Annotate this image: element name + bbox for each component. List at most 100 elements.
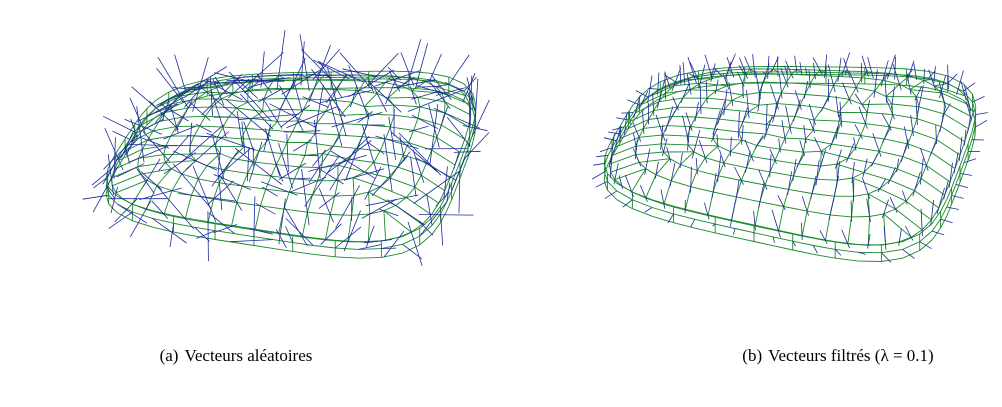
- normal-vector: [665, 73, 666, 99]
- normal-vector: [741, 107, 747, 126]
- mesh-edge: [712, 73, 732, 75]
- mesh-ring: [885, 68, 906, 69]
- mesh-edge: [670, 159, 681, 165]
- normal-vector: [103, 116, 135, 132]
- mesh-edge: [862, 104, 892, 105]
- mesh-edge: [271, 165, 276, 177]
- normal-vector: [293, 140, 312, 151]
- mesh-edge: [303, 110, 326, 111]
- mesh-edge: [241, 139, 268, 140]
- mesh-edge: [610, 155, 636, 165]
- mesh-ring: [215, 240, 235, 243]
- normal-vector: [321, 224, 342, 245]
- mesh-edge: [200, 116, 206, 126]
- mesh-edge: [732, 95, 743, 100]
- normal-vector: [770, 85, 778, 110]
- normal-vector: [261, 51, 264, 87]
- mesh-edge: [749, 105, 759, 112]
- normal-vector: [454, 151, 481, 152]
- mesh-ring: [881, 258, 902, 261]
- mesh-edge: [374, 163, 398, 168]
- mesh-edge: [353, 178, 354, 196]
- mesh-edge: [308, 143, 334, 147]
- mesh-edge: [353, 178, 380, 187]
- mesh-edge: [656, 175, 671, 181]
- mesh-ring: [632, 200, 652, 208]
- mesh-edge: [716, 86, 728, 91]
- mesh-edge: [664, 204, 685, 210]
- normal-vector: [430, 54, 442, 81]
- normal-vector: [814, 137, 823, 155]
- mesh-edge: [796, 70, 820, 71]
- mesh-edge: [364, 105, 393, 107]
- normal-vector: [800, 62, 802, 75]
- figure-page: (a)Vecteurs aléatoires (b)Vecteurs filtr…: [0, 0, 1002, 407]
- mesh-edge: [691, 171, 697, 187]
- normal-vector: [309, 135, 340, 182]
- normal-vector: [593, 163, 605, 165]
- mesh-edge: [242, 173, 247, 186]
- mesh-edge: [830, 215, 851, 217]
- mesh-ring: [754, 242, 773, 246]
- mesh-edge: [934, 84, 948, 86]
- mesh-edge: [656, 159, 670, 175]
- normal-vector: [302, 169, 310, 225]
- mesh-edge: [255, 206, 260, 230]
- mesh-edge: [880, 189, 906, 201]
- mesh-edge: [777, 104, 800, 106]
- mesh-edge: [313, 195, 335, 196]
- mesh-edge: [388, 97, 418, 98]
- mesh-edge: [725, 109, 749, 111]
- mesh-edge: [707, 98, 732, 100]
- mesh-edge: [266, 176, 271, 189]
- mesh-ring: [735, 229, 754, 233]
- mesh-edge: [354, 192, 369, 195]
- mesh-ring: [335, 257, 358, 258]
- normal-vector: [920, 242, 932, 249]
- normal-vector: [718, 156, 721, 182]
- mesh-edge: [415, 175, 422, 187]
- mesh-edge: [817, 179, 838, 180]
- normal-vector: [413, 150, 424, 183]
- normal-vector: [866, 100, 869, 116]
- mesh-edge: [687, 136, 713, 139]
- mesh-ring: [449, 77, 464, 84]
- normal-vector: [730, 202, 735, 227]
- normal-vector: [855, 94, 864, 108]
- mesh-edge: [263, 99, 264, 111]
- mesh-edge: [921, 178, 945, 195]
- mesh-edge: [773, 69, 797, 70]
- mesh-edge: [821, 164, 837, 166]
- normal-vector: [680, 153, 682, 169]
- mesh-ring: [754, 233, 773, 237]
- mesh-edge: [176, 117, 182, 126]
- mesh-edge: [856, 136, 861, 148]
- normal-vector: [873, 133, 881, 156]
- mesh-edge: [896, 201, 907, 209]
- mesh-edge: [780, 149, 803, 152]
- mesh-edge: [926, 166, 950, 182]
- mesh-edge: [282, 143, 287, 154]
- mesh-edge: [340, 114, 369, 115]
- normal-vector: [764, 116, 772, 139]
- mesh-edge: [884, 139, 908, 144]
- mesh-edge: [837, 178, 852, 180]
- mesh-edge: [414, 118, 418, 130]
- normal-vector: [976, 113, 988, 115]
- mesh-ring: [865, 67, 885, 68]
- mesh-edge: [636, 144, 661, 146]
- mesh-edge: [729, 69, 750, 70]
- mesh-edge: [803, 139, 805, 152]
- caption-text: Vecteurs filtrés (λ = 0.1): [768, 346, 934, 365]
- normal-vector: [367, 226, 375, 247]
- normal-vector: [254, 196, 255, 236]
- mesh-edge: [432, 150, 455, 165]
- mesh-ring: [617, 191, 633, 200]
- mesh-edge: [775, 160, 799, 164]
- normal-vector: [247, 147, 249, 181]
- mesh-edge: [910, 80, 924, 89]
- normal-vector: [770, 154, 771, 177]
- mesh-edge: [420, 107, 445, 113]
- normal-vector: [819, 150, 826, 171]
- mesh-edge: [829, 96, 850, 99]
